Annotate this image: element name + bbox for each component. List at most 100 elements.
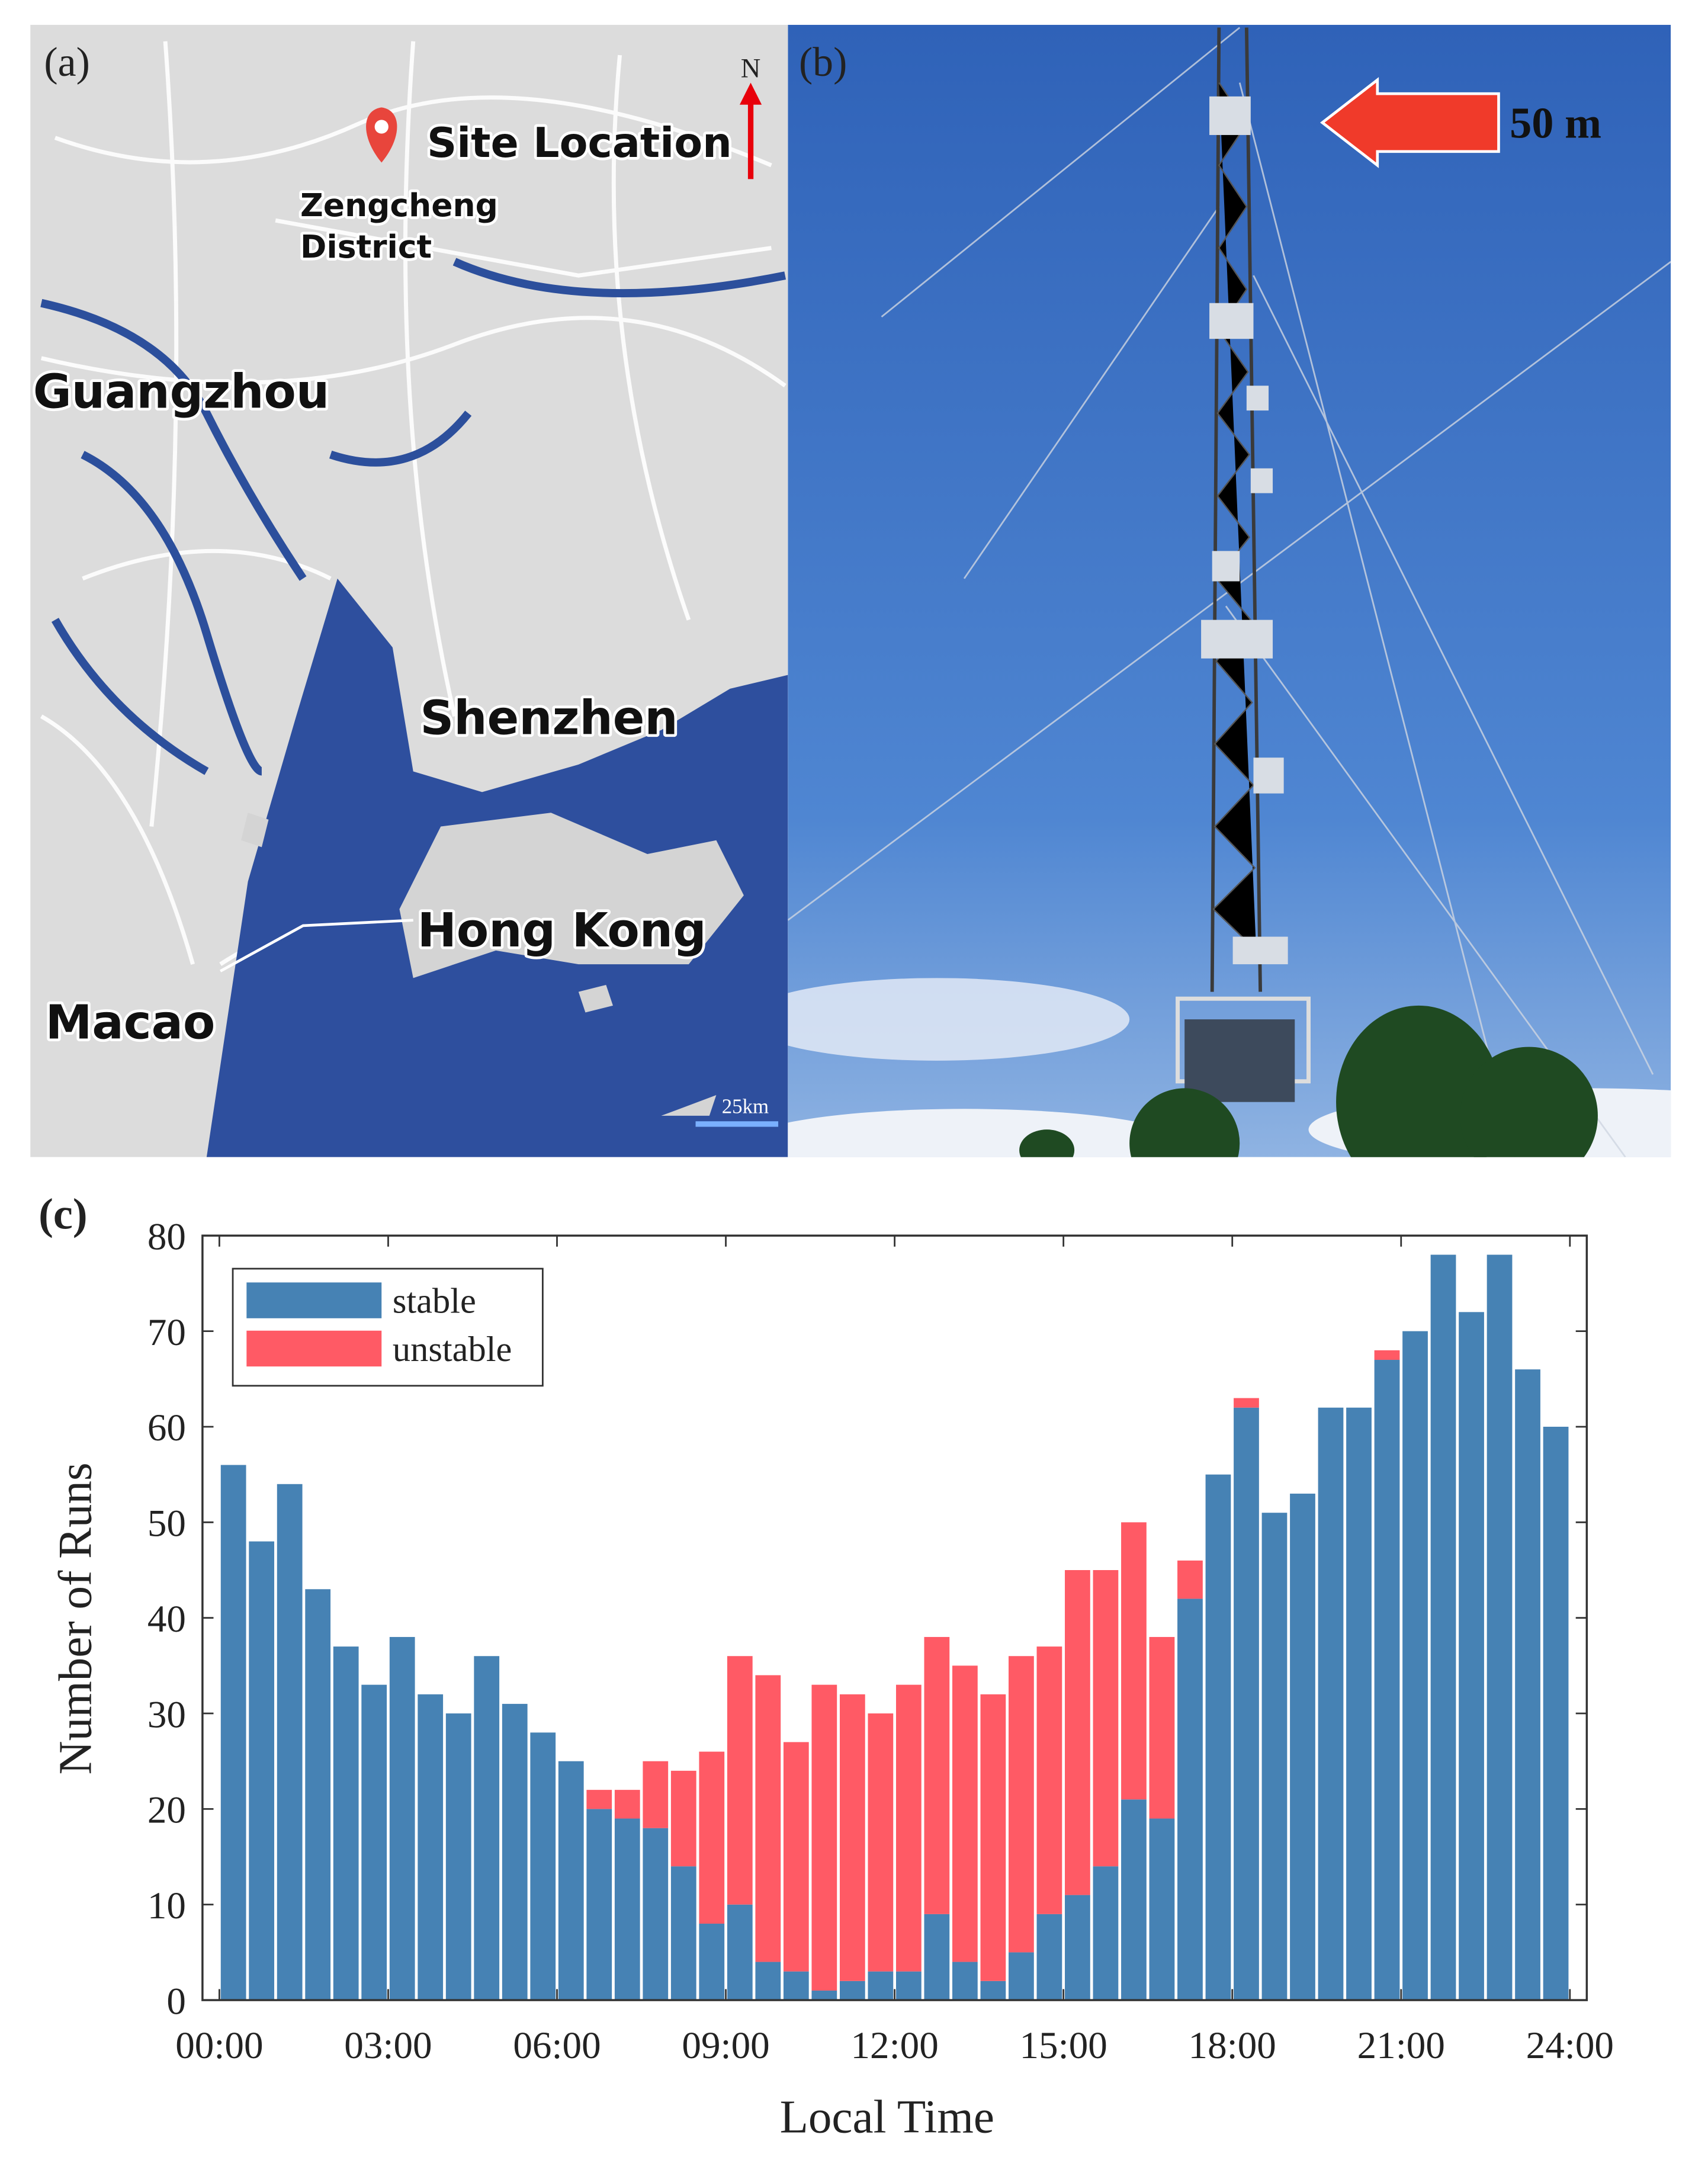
bar — [1234, 1407, 1259, 2001]
photo — [788, 24, 1671, 1157]
bar — [980, 1981, 1006, 2001]
bar — [811, 1684, 837, 1991]
bar — [1177, 1599, 1203, 2001]
bar — [839, 1981, 865, 2001]
map — [30, 24, 788, 1157]
x-tick-label: 00:00 — [175, 2024, 263, 2067]
bar — [445, 1713, 471, 2001]
city-label: Hong Kong — [418, 903, 707, 958]
bar — [1205, 1474, 1231, 2001]
bar — [305, 1589, 331, 2001]
bar — [418, 1694, 444, 2001]
bar — [1149, 1636, 1175, 1819]
y-tick-label: 70 — [147, 1311, 186, 1354]
bar — [614, 1818, 640, 2001]
bar — [1036, 1646, 1062, 1914]
x-tick-label: 15:00 — [1020, 2024, 1107, 2067]
y-tick-label: 80 — [147, 1216, 186, 1259]
bar — [1065, 1570, 1090, 1895]
bar — [839, 1694, 865, 1981]
bar — [952, 1962, 978, 2001]
legend-swatch — [246, 1282, 382, 1318]
bar — [924, 1914, 950, 2001]
bar — [643, 1828, 669, 2001]
bar — [980, 1694, 1006, 1981]
height-label: 50 m — [1510, 99, 1601, 148]
district-label: Zengcheng — [300, 187, 498, 224]
bar — [952, 1665, 978, 1962]
y-tick-label: 50 — [147, 1503, 186, 1545]
legend-swatch — [246, 1330, 382, 1367]
bar — [643, 1761, 669, 1828]
y-tick-label: 40 — [147, 1598, 186, 1641]
panel-label: (b) — [799, 40, 847, 85]
x-tick-label: 06:00 — [513, 2024, 601, 2067]
bar — [474, 1656, 500, 2001]
bar — [1009, 1952, 1034, 2001]
y-axis-label: Number of Runs — [50, 1462, 102, 1774]
bar — [1459, 1312, 1484, 2001]
bar — [1346, 1407, 1372, 2001]
x-axis-label: Local Time — [780, 2091, 994, 2143]
bar — [1093, 1570, 1119, 1867]
bar — [1036, 1914, 1062, 2001]
city-label: Macao — [46, 996, 216, 1050]
x-tick-label: 18:00 — [1189, 2024, 1276, 2067]
bar — [220, 1465, 246, 2001]
legend-label: unstable — [393, 1330, 512, 1369]
x-tick-label: 09:00 — [682, 2024, 769, 2067]
bar — [1515, 1369, 1540, 2001]
bar — [389, 1636, 415, 2001]
bar — [1177, 1560, 1203, 1599]
bar — [1543, 1426, 1569, 2001]
bar — [895, 1684, 922, 1972]
district-label: District — [300, 228, 432, 265]
bar — [727, 1904, 753, 2001]
bar — [1121, 1522, 1147, 1800]
bar — [1374, 1360, 1400, 2001]
bar — [586, 1809, 612, 2001]
bar — [502, 1703, 528, 2001]
y-tick-label: 60 — [147, 1407, 186, 1449]
bar — [1487, 1254, 1513, 2001]
x-tick-label: 12:00 — [850, 2024, 938, 2067]
bar — [614, 1790, 640, 1819]
y-tick-label: 0 — [166, 1980, 186, 2023]
bar — [1430, 1254, 1456, 2001]
bar — [333, 1646, 359, 2001]
bar — [1234, 1398, 1259, 1408]
bar — [670, 1770, 696, 1867]
scale-label: 25km — [722, 1094, 769, 1118]
bar — [249, 1541, 275, 2001]
bar — [361, 1684, 387, 2001]
bar — [811, 1990, 837, 2001]
bar — [558, 1761, 584, 2001]
panel-label: (c) — [38, 1190, 88, 1239]
x-tick-label: 03:00 — [344, 2024, 432, 2067]
bar — [1093, 1866, 1119, 2001]
bar — [699, 1751, 725, 1924]
city-label: Shenzhen — [420, 691, 678, 746]
bar — [924, 1636, 950, 1914]
panel-label: (a) — [44, 40, 89, 85]
bar — [1065, 1895, 1090, 2001]
bar — [755, 1962, 781, 2001]
legend-label: stable — [393, 1282, 476, 1321]
bar — [755, 1675, 781, 1962]
bar — [868, 1971, 894, 2001]
bar — [1290, 1493, 1315, 2001]
city-label: Guangzhou — [33, 364, 329, 419]
x-tick-label: 24:00 — [1526, 2024, 1614, 2067]
y-tick-label: 10 — [147, 1885, 186, 1927]
y-tick-label: 20 — [147, 1789, 186, 1832]
bar — [868, 1713, 894, 1972]
bar — [727, 1656, 753, 1905]
bar — [1374, 1350, 1400, 1360]
bar — [1149, 1818, 1175, 2001]
y-tick-label: 30 — [147, 1693, 186, 1736]
chart: (c) Local Time Number of Runs 0 10 20 30 40 5… — [38, 1190, 1614, 2143]
bar — [1009, 1656, 1034, 1953]
bar — [1261, 1513, 1288, 2001]
bar — [530, 1732, 556, 2001]
